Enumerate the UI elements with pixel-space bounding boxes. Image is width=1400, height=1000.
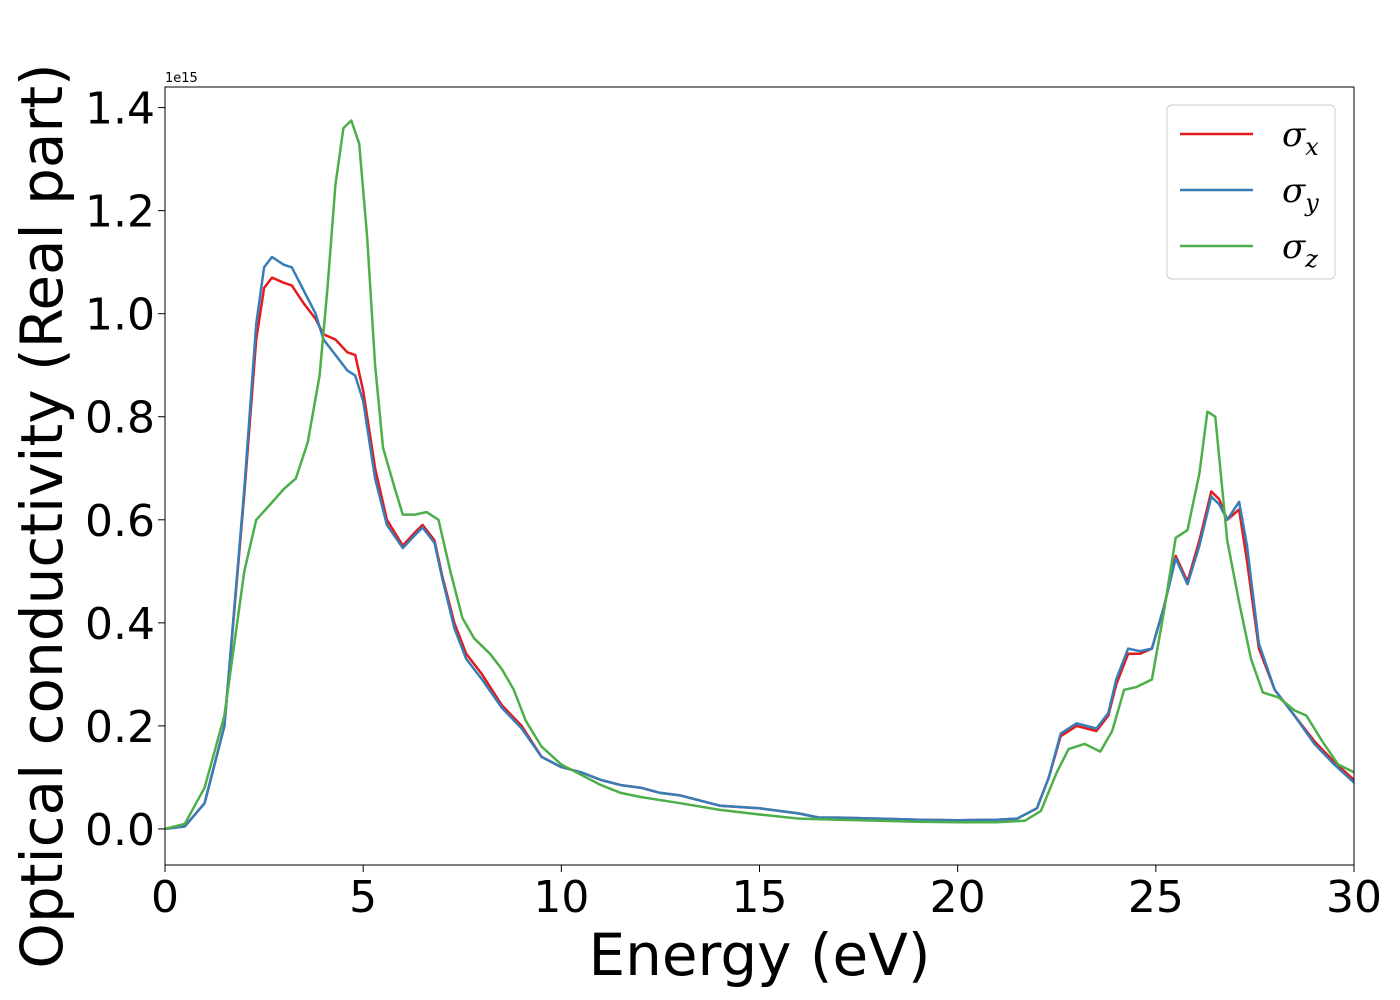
- y-tick-label: 1.4: [85, 84, 155, 135]
- x-tick-label: 10: [533, 872, 589, 923]
- y-tick-label: 0.0: [85, 805, 155, 856]
- series-line-sigma-x: [165, 276, 1354, 831]
- x-axis-ticks: 0 5 10 15 20 25 30: [151, 865, 1382, 923]
- legend-entry-sigma-z: σz: [1282, 227, 1318, 273]
- legend-box: [1166, 104, 1336, 280]
- y-tick-label: 0.8: [85, 393, 155, 444]
- legend: σx σy σz: [1166, 104, 1336, 280]
- y-tick-label: 0.4: [85, 599, 155, 650]
- plot-lines: [165, 119, 1354, 831]
- x-tick-label: 25: [1128, 872, 1184, 923]
- x-tick-label: 5: [349, 872, 377, 923]
- series-line-sigma-z: [165, 119, 1354, 831]
- x-axis-title: Energy (eV): [588, 921, 930, 989]
- legend-entry-sigma-y: σy: [1282, 171, 1319, 217]
- y-axis-ticks: 0.0 0.2 0.4 0.6 0.8 1.0 1.2 1.4: [85, 84, 165, 856]
- x-tick-label: 30: [1326, 872, 1382, 923]
- y-axis-title: Optical conductivity (Real part): [8, 63, 76, 968]
- y-tick-label: 1.0: [85, 290, 155, 341]
- y-axis-scale-label: 1e15: [165, 71, 198, 86]
- y-tick-label: 1.2: [85, 187, 155, 238]
- x-tick-label: 20: [930, 872, 986, 923]
- x-tick-label: 0: [151, 872, 179, 923]
- x-tick-label: 15: [732, 872, 788, 923]
- y-tick-label: 0.2: [85, 702, 155, 753]
- y-tick-label: 0.6: [85, 496, 155, 547]
- legend-entry-sigma-x: σx: [1282, 115, 1319, 161]
